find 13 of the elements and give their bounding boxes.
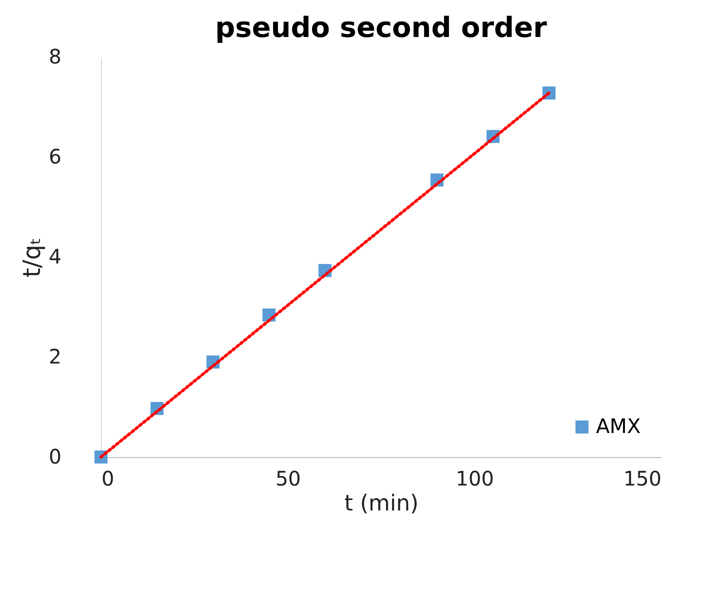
x-tick-label: 150 [623, 466, 662, 490]
y-tick-label: 8 [48, 44, 62, 68]
legend-label: AMX [596, 414, 641, 438]
y-axis-title: t/qₜ [18, 238, 46, 278]
x-tick-label: 50 [275, 466, 301, 490]
y-tick-label: 6 [48, 144, 62, 168]
x-axis-title: t (min) [344, 492, 419, 516]
x-tick-label: 100 [456, 466, 494, 490]
chart-title: pseudo second order [215, 11, 548, 44]
y-tick-label: 0 [48, 444, 62, 468]
x-tick-label: 0 [102, 466, 114, 490]
y-tick-label: 4 [48, 244, 62, 268]
y-tick-label: 2 [48, 344, 62, 368]
